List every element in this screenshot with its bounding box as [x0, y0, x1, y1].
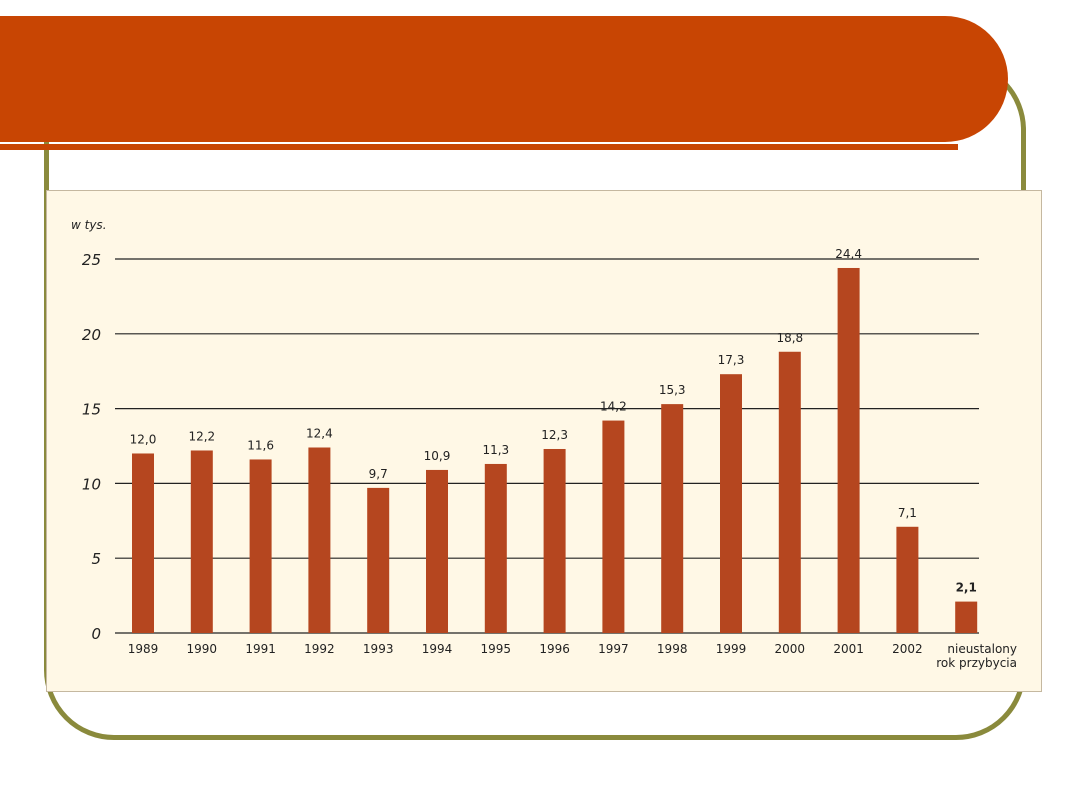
y-tick-label: 0	[91, 625, 101, 643]
x-tick-label: 1994	[422, 642, 453, 656]
y-tick-label: 25	[82, 251, 101, 269]
bar-value-label: 12,4	[306, 426, 333, 440]
x-tick-label: 1993	[363, 642, 394, 656]
bar	[896, 526, 919, 633]
bar-value-label: 15,3	[659, 383, 686, 397]
bar-value-label: 10,9	[424, 449, 451, 463]
x-tick-label: 1998	[657, 642, 688, 656]
bar	[778, 351, 801, 633]
y-unit-label: w tys.	[71, 218, 107, 232]
x-tick-label: 2001	[833, 642, 864, 656]
x-tick-label: 2000	[775, 642, 806, 656]
bar-value-label: 17,3	[718, 353, 745, 367]
x-tick-label: 2002	[892, 642, 923, 656]
bar	[426, 469, 448, 633]
x-tick-label: rok przybycia	[936, 656, 1017, 670]
bar	[837, 267, 860, 633]
x-tick-label: 1997	[598, 642, 629, 656]
bar	[955, 601, 978, 633]
bar-chart: w tys. 0 5 10 15 20 25 12,0 1989 12,2 1990 11,6 1991…	[71, 218, 1017, 670]
bar	[602, 420, 625, 633]
bar-value-label: 12,3	[541, 428, 568, 442]
bar-value-label: 12,0	[130, 432, 157, 446]
bar	[484, 463, 507, 633]
bar-value-label: 12,2	[188, 429, 215, 443]
bar	[132, 453, 154, 633]
y-tick-label: 15	[82, 401, 101, 419]
bar	[367, 487, 390, 633]
chart-panel: w tys. 0 5 10 15 20 25 12,0 1989 12,2 1990 11,6 1991…	[46, 190, 1042, 692]
bar	[720, 374, 742, 633]
bar	[308, 447, 331, 633]
bar	[249, 459, 272, 633]
y-tick-label: 20	[82, 326, 101, 344]
bar-value-label: 24,4	[835, 247, 862, 261]
x-tick-label: nieustalony	[947, 642, 1017, 656]
bar-value-label: 2,1	[956, 581, 977, 595]
x-tick-label: 1995	[481, 642, 512, 656]
bar-value-label: 9,7	[369, 467, 388, 481]
header-underline	[0, 144, 958, 150]
bar-value-label: 18,8	[776, 331, 803, 345]
x-tick-label: 1991	[245, 642, 276, 656]
bar-value-label: 11,6	[247, 438, 274, 452]
x-tick-label: 1996	[539, 642, 570, 656]
x-tick-label: 1992	[304, 642, 335, 656]
bar	[661, 404, 684, 633]
bar	[190, 450, 213, 633]
x-tick-label: 1990	[187, 642, 218, 656]
y-tick-label: 5	[91, 550, 101, 568]
bar-value-label: 14,2	[600, 400, 627, 414]
x-tick-label: 1989	[128, 642, 159, 656]
bar	[543, 448, 566, 633]
y-tick-label: 10	[82, 475, 101, 493]
bar-value-label: 11,3	[482, 443, 509, 457]
bar-value-label: 7,1	[898, 506, 917, 520]
x-tick-label: 1999	[716, 642, 747, 656]
header-bar	[0, 16, 1008, 142]
